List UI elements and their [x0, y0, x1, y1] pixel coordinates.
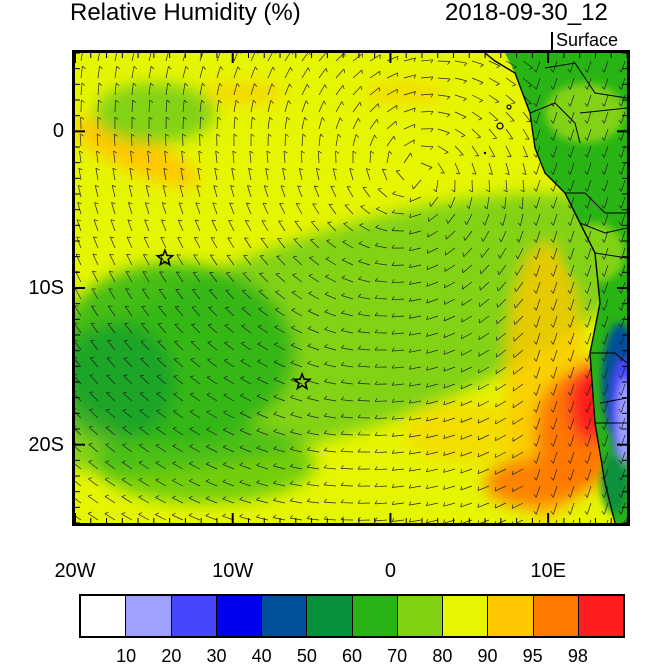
- colorbar-swatch: [216, 596, 262, 636]
- station-markers: [155, 248, 312, 391]
- wind-barbs: [75, 53, 626, 523]
- colorbar-swatch: [352, 596, 398, 636]
- latitude-label: 20S: [28, 433, 64, 456]
- longitude-label: 10E: [530, 560, 566, 582]
- colorbar-swatch: [262, 596, 308, 636]
- colorbar-label: 20: [161, 646, 182, 666]
- longitude-label: 20W: [54, 560, 96, 582]
- humidity-field: [75, 53, 627, 523]
- star-marker-1: [155, 248, 175, 267]
- colorbar-label: 10: [116, 646, 137, 666]
- colorbar-swatch: [397, 596, 443, 636]
- latitude-label: 10S: [28, 277, 64, 299]
- latitude-label: 0: [52, 120, 64, 143]
- colorbar-swatch: [171, 596, 217, 636]
- colorbar-label: 80: [432, 646, 453, 666]
- colorbar-label: 40: [251, 646, 272, 666]
- colorbar-label: 90: [477, 646, 498, 666]
- map-ticks: [75, 53, 627, 523]
- colorbar: [79, 594, 625, 638]
- longitude-label: 10W: [212, 560, 254, 582]
- datetime-label: 2018-09-30_12: [445, 0, 608, 26]
- colorbar-swatch: [443, 596, 489, 636]
- star-marker-2: [292, 371, 312, 391]
- map-panel: [72, 50, 630, 526]
- colorbar-label: 70: [387, 646, 408, 666]
- colorbar-label: 50: [296, 646, 317, 666]
- level-tick: [551, 32, 553, 50]
- colorbar-label: 60: [341, 646, 363, 666]
- colorbar-label: 95: [522, 646, 543, 666]
- colorbar-swatch: [307, 596, 353, 636]
- level-label: Surface: [556, 30, 619, 50]
- map-title: Relative Humidity (%): [70, 0, 301, 26]
- colorbar-swatch: [488, 596, 534, 636]
- colorbar-label: 30: [206, 646, 227, 666]
- colorbar-swatch: [578, 596, 623, 636]
- humidity-map: [75, 53, 627, 523]
- coastline: [483, 53, 627, 523]
- colorbar-swatch: [81, 596, 127, 636]
- colorbar-swatch: [533, 596, 579, 636]
- longitude-label: 0: [384, 560, 396, 582]
- colorbar-label: 98: [567, 646, 588, 666]
- colorbar-swatch: [126, 596, 172, 636]
